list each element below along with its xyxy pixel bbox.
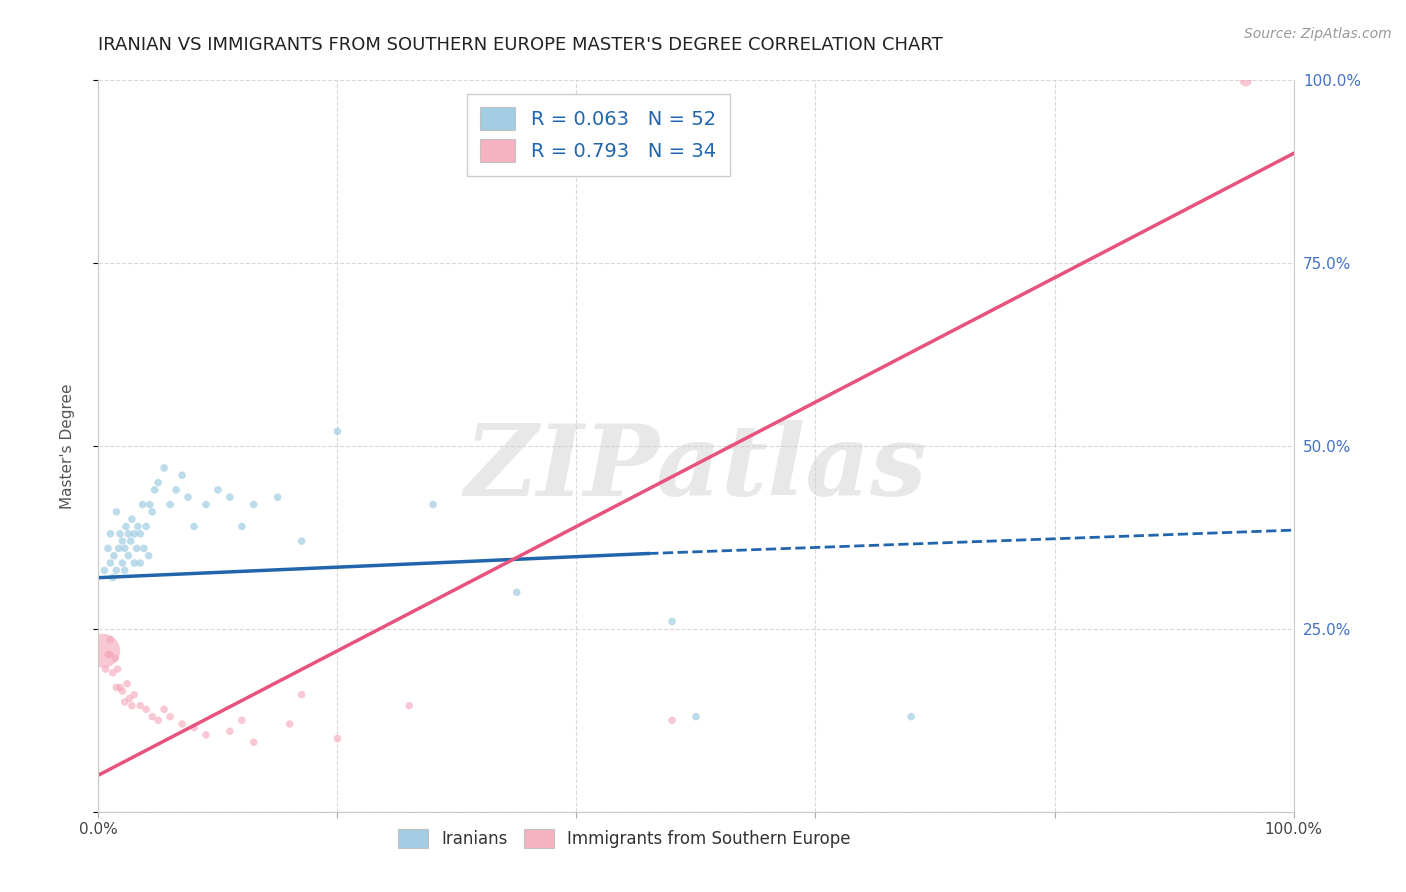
Point bbox=[422, 498, 444, 512]
Point bbox=[93, 563, 115, 577]
Point bbox=[1234, 73, 1257, 87]
Point bbox=[98, 556, 122, 570]
Point bbox=[114, 695, 136, 709]
Point bbox=[97, 541, 120, 556]
Point bbox=[132, 541, 155, 556]
Point bbox=[195, 498, 218, 512]
Point bbox=[108, 681, 131, 695]
Point bbox=[117, 549, 139, 563]
Legend: Iranians, Immigrants from Southern Europe: Iranians, Immigrants from Southern Europ… bbox=[391, 822, 858, 855]
Point bbox=[177, 490, 200, 504]
Point bbox=[207, 483, 229, 497]
Point bbox=[165, 483, 187, 497]
Point bbox=[183, 519, 205, 533]
Point bbox=[506, 585, 529, 599]
Point bbox=[172, 717, 194, 731]
Point bbox=[108, 526, 131, 541]
Point bbox=[97, 648, 120, 662]
Point bbox=[159, 498, 181, 512]
Point bbox=[118, 691, 141, 706]
Point bbox=[120, 534, 142, 549]
Point bbox=[111, 534, 134, 549]
Text: IRANIAN VS IMMIGRANTS FROM SOUTHERN EUROPE MASTER'S DEGREE CORRELATION CHART: IRANIAN VS IMMIGRANTS FROM SOUTHERN EURO… bbox=[98, 36, 943, 54]
Point bbox=[231, 714, 253, 728]
Point bbox=[661, 714, 683, 728]
Point bbox=[129, 698, 152, 713]
Point bbox=[111, 684, 134, 698]
Point bbox=[105, 681, 128, 695]
Point bbox=[900, 709, 922, 723]
Point bbox=[139, 498, 162, 512]
Point bbox=[107, 662, 129, 676]
Point bbox=[141, 505, 163, 519]
Point bbox=[135, 519, 157, 533]
Point bbox=[153, 461, 176, 475]
Point bbox=[98, 632, 122, 647]
Point bbox=[129, 526, 152, 541]
Point bbox=[91, 644, 114, 658]
Point bbox=[115, 519, 138, 533]
Point bbox=[183, 721, 205, 735]
Point bbox=[114, 563, 136, 577]
Point bbox=[291, 688, 314, 702]
Text: Source: ZipAtlas.com: Source: ZipAtlas.com bbox=[1244, 27, 1392, 41]
Point bbox=[135, 702, 157, 716]
Point bbox=[115, 676, 138, 690]
Point bbox=[103, 549, 125, 563]
Point bbox=[129, 556, 152, 570]
Point bbox=[105, 563, 128, 577]
Point bbox=[219, 724, 242, 739]
Point bbox=[121, 512, 143, 526]
Point bbox=[101, 571, 124, 585]
Point bbox=[148, 475, 170, 490]
Point bbox=[101, 665, 124, 680]
Point bbox=[124, 688, 146, 702]
Point bbox=[98, 648, 122, 662]
Point bbox=[104, 651, 127, 665]
Point bbox=[243, 735, 266, 749]
Point bbox=[124, 556, 146, 570]
Y-axis label: Master's Degree: Master's Degree bbox=[60, 384, 75, 508]
Point bbox=[195, 728, 218, 742]
Point bbox=[127, 519, 149, 533]
Point bbox=[231, 519, 253, 533]
Point bbox=[267, 490, 290, 504]
Point bbox=[398, 698, 420, 713]
Point bbox=[326, 731, 349, 746]
Point bbox=[243, 498, 266, 512]
Text: ZIPatlas: ZIPatlas bbox=[465, 420, 927, 516]
Point bbox=[148, 714, 170, 728]
Point bbox=[98, 526, 122, 541]
Point bbox=[121, 698, 143, 713]
Point bbox=[141, 709, 163, 723]
Point bbox=[105, 505, 128, 519]
Point bbox=[125, 541, 148, 556]
Point bbox=[685, 709, 707, 723]
Point bbox=[661, 615, 683, 629]
Point bbox=[326, 425, 349, 439]
Point bbox=[107, 541, 129, 556]
Point bbox=[219, 490, 242, 504]
Point bbox=[172, 468, 194, 483]
Point bbox=[143, 483, 166, 497]
Point bbox=[114, 541, 136, 556]
Point bbox=[131, 498, 153, 512]
Point bbox=[291, 534, 314, 549]
Point bbox=[153, 702, 176, 716]
Point bbox=[94, 662, 117, 676]
Point bbox=[159, 709, 181, 723]
Point bbox=[138, 549, 160, 563]
Point bbox=[111, 556, 134, 570]
Point bbox=[278, 717, 301, 731]
Point bbox=[117, 526, 139, 541]
Point bbox=[124, 526, 146, 541]
